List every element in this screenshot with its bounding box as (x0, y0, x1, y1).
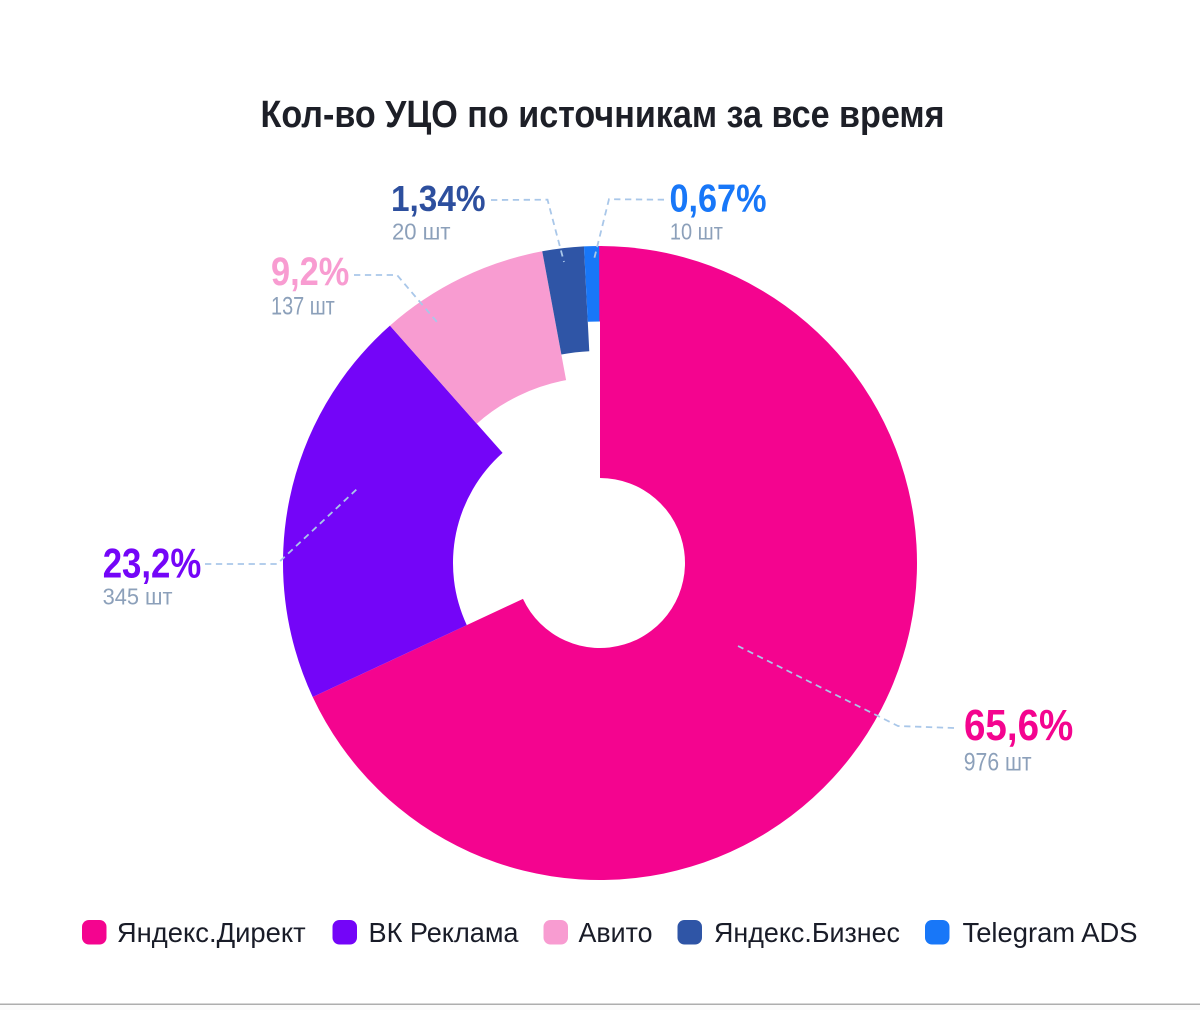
svg-text:Яндекс.Бизнес: Яндекс.Бизнес (714, 917, 900, 948)
svg-text:20 шт: 20 шт (392, 218, 451, 244)
svg-text:976 шт: 976 шт (964, 748, 1032, 776)
svg-text:Telegram ADS: Telegram ADS (963, 917, 1138, 948)
svg-text:10 шт: 10 шт (670, 218, 723, 244)
svg-text:ВК Реклама: ВК Реклама (369, 917, 520, 948)
svg-text:137 шт: 137 шт (271, 292, 335, 320)
svg-text:65,6%: 65,6% (964, 701, 1073, 750)
svg-text:345 шт: 345 шт (103, 583, 173, 609)
svg-text:1,34%: 1,34% (391, 178, 486, 219)
svg-text:Яндекс.Директ: Яндекс.Директ (117, 917, 306, 948)
svg-text:0,67%: 0,67% (670, 178, 767, 221)
svg-text:Кол-во УЦО по источникам за вс: Кол-во УЦО по источникам за все время (261, 94, 945, 136)
svg-text:23,2%: 23,2% (103, 540, 202, 586)
svg-text:Авито: Авито (579, 917, 653, 948)
svg-text:9,2%: 9,2% (271, 250, 349, 294)
